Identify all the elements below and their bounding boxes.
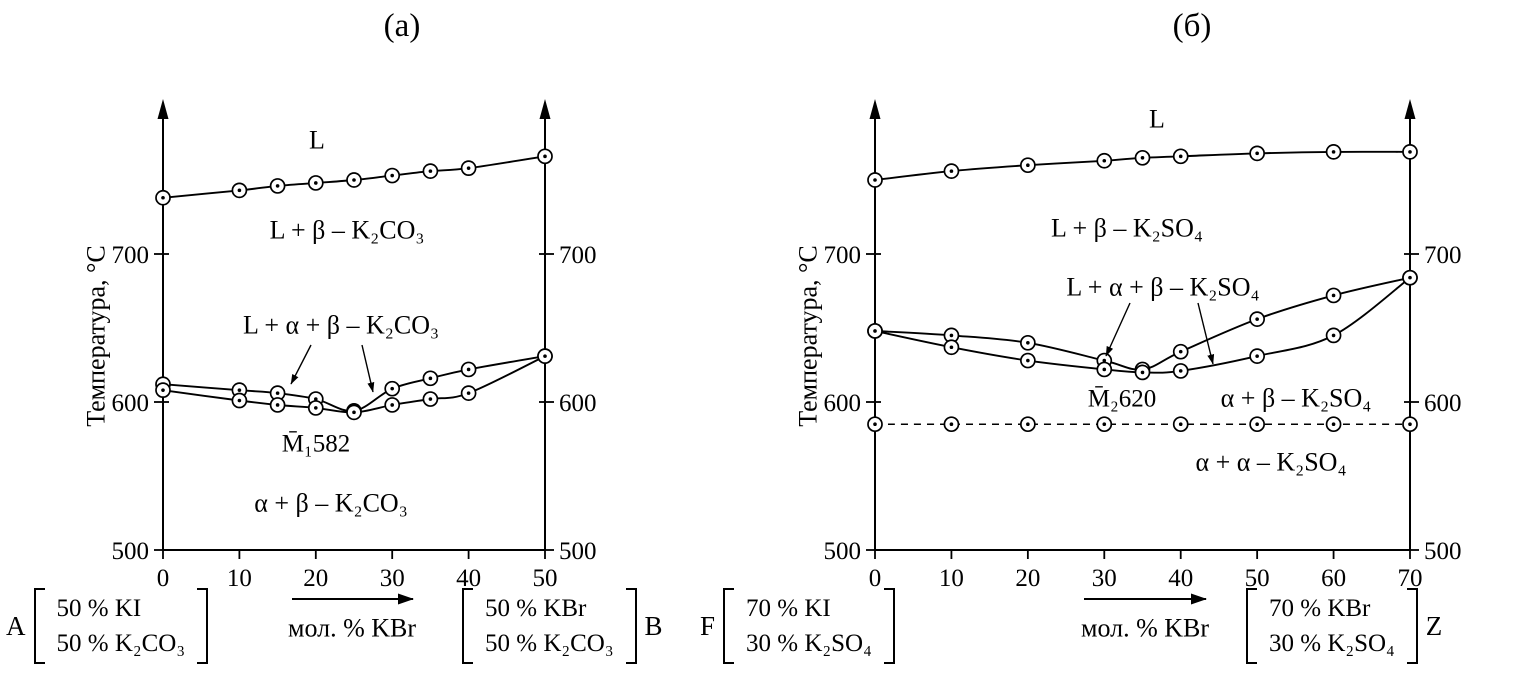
endpoint-letter-F: F	[700, 610, 716, 641]
svg-text:700: 700	[824, 242, 862, 269]
bracket-open-icon	[1246, 588, 1257, 664]
svg-text:50: 50	[1245, 565, 1270, 592]
svg-text:40: 40	[456, 565, 481, 592]
svg-text:50: 50	[533, 565, 558, 592]
svg-text:10: 10	[939, 565, 964, 592]
endpoint-letter-B: B	[644, 610, 663, 641]
region-label-liquid-a: L	[309, 125, 325, 155]
svg-text:600: 600	[1424, 390, 1462, 417]
panel-b-title: (б)	[1172, 7, 1212, 44]
y-axis-label-a: Температура, °C	[81, 245, 111, 427]
endpoint-composition-line: 50 % K₂CO₃	[485, 630, 614, 657]
endpoint-a-right: 50 % KBr 50 % K₂CO₃ B	[462, 588, 663, 664]
region-label-l-alpha-beta-a: L + α + β – K₂CO₃	[242, 310, 440, 340]
endpoint-composition-line: 70 % KI	[746, 595, 831, 622]
endpoint-composition-line: 70 % KBr	[1269, 595, 1371, 622]
bracket-open-icon	[33, 588, 45, 664]
svg-text:40: 40	[1168, 565, 1193, 592]
x-arrow-label-a: мол. % KBr	[287, 613, 417, 643]
svg-text:60: 60	[1321, 565, 1346, 592]
endpoint-composition-line: 30 % K₂SO₄	[1269, 630, 1395, 657]
svg-text:500: 500	[112, 538, 150, 565]
svg-text:600: 600	[824, 390, 862, 417]
region-label-alpha-beta-b: α + β – K₂SO₄	[1220, 383, 1372, 413]
panel-a-title: (а)	[383, 7, 421, 44]
svg-text:20: 20	[1015, 565, 1040, 592]
x-arrow-label-b: мол. % KBr	[1080, 613, 1210, 643]
bracket-close-icon	[1406, 588, 1418, 664]
svg-text:10: 10	[227, 565, 252, 592]
svg-text:600: 600	[559, 390, 597, 417]
svg-text:30: 30	[1092, 565, 1117, 592]
svg-text:600: 600	[112, 390, 150, 417]
svg-text:700: 700	[112, 242, 150, 269]
point-label-minimum-b: M̄₂620	[1087, 385, 1157, 413]
svg-text:70: 70	[1398, 565, 1423, 592]
svg-text:500: 500	[559, 538, 597, 565]
region-label-liquid-b: L	[1149, 104, 1165, 134]
endpoint-composition-line: 50 % K₂CO₃	[56, 630, 186, 657]
svg-text:700: 700	[1424, 242, 1462, 269]
region-label-l-beta-b: L + β – K₂SO₄	[1051, 213, 1203, 243]
bracket-open-icon	[462, 588, 473, 664]
endpoint-letter-Z: Z	[1425, 610, 1443, 641]
endpoint-b-right: 70 % KBr 30 % K₂SO₄ Z	[1246, 588, 1442, 664]
region-label-l-alpha-beta-b: L + α + β – K₂SO₄	[1066, 272, 1260, 302]
endpoint-composition-line: 50 % KI	[56, 595, 142, 622]
svg-text:30: 30	[380, 565, 405, 592]
endpoint-composition-line: 50 % KBr	[485, 595, 587, 622]
point-label-minimum-a: M̄₁582	[281, 430, 351, 458]
svg-text:700: 700	[559, 242, 597, 269]
bracket-close-icon	[883, 588, 895, 664]
region-label-l-beta-a: L + β – K₂CO₃	[269, 215, 425, 245]
y-axis-label-b: Температура, °C	[793, 245, 823, 427]
region-label-alpha-alpha-b: α + α – K₂SO₄	[1195, 447, 1347, 477]
svg-text:500: 500	[1424, 538, 1462, 565]
bracket-close-icon	[625, 588, 637, 664]
bracket-close-icon	[197, 588, 209, 664]
endpoint-composition-line: 30 % K₂SO₄	[746, 630, 872, 657]
svg-text:20: 20	[303, 565, 328, 592]
svg-text:500: 500	[824, 538, 862, 565]
region-label-alpha-beta-a: α + β – K₂CO₃	[254, 488, 408, 518]
svg-text:0: 0	[869, 565, 882, 592]
bracket-open-icon	[723, 588, 735, 664]
endpoint-b-left: F 70 % KI 30 % K₂SO₄	[700, 588, 895, 664]
endpoint-a-left: A 50 % KI 50 % K₂CO₃	[6, 588, 209, 664]
svg-text:0: 0	[157, 565, 170, 592]
endpoint-letter-A: A	[6, 610, 26, 641]
